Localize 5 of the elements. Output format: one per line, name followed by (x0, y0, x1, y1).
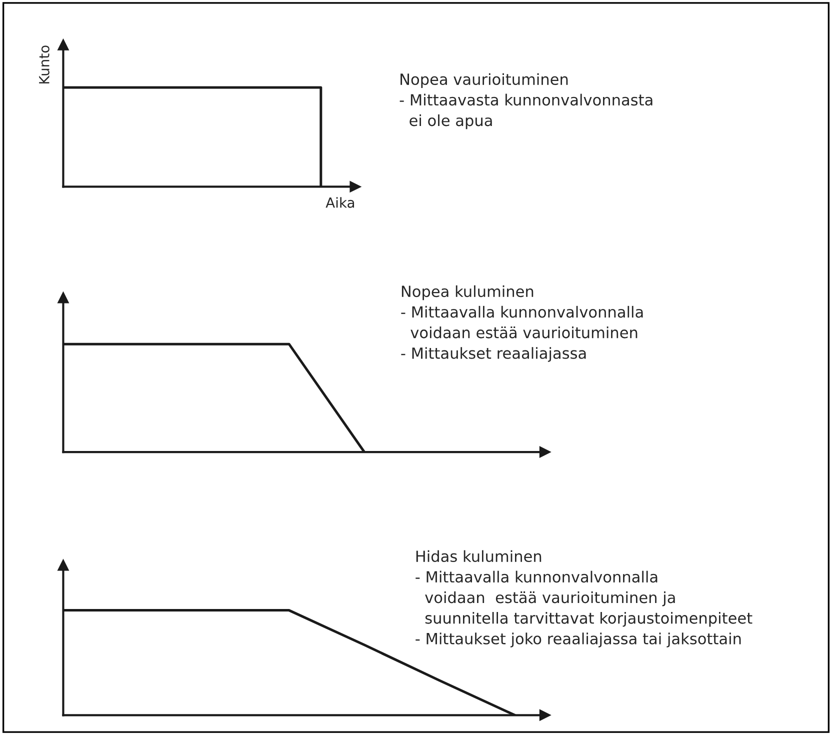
y-axis-title: Kunto (39, 46, 50, 84)
annotation: Nopea kuluminen - Mittaavalla kunnonvalvonnalla voidaan estää vaurioituminen - Mittaukset reaaliajassa (401, 285, 643, 362)
text: Nopea vaurioituminen - Mittaavasta kunnonvalvonnasta ei ole apua (400, 73, 652, 130)
annotation: Hidas kuluminen - Mittaavalla kunnonvalvonnalla voidaan estää vaurioituminen ja suunnitella tarvittavat korjaustoimenpiteet - Mittaukset joko reaaliajassa tai jaksottain (416, 550, 752, 648)
x-axis-title: Aika (326, 197, 354, 208)
